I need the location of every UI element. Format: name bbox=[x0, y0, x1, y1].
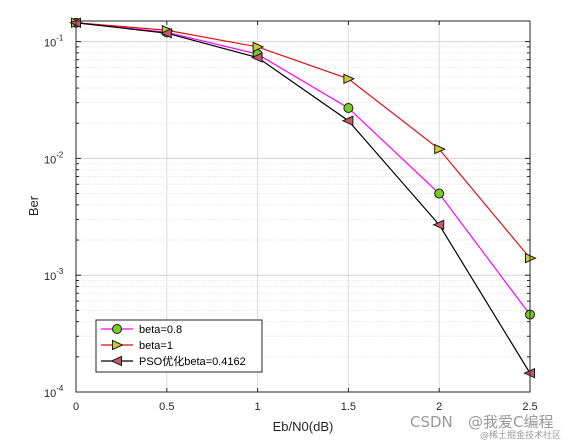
plot-frame bbox=[75, 20, 531, 393]
data-point bbox=[343, 73, 356, 85]
y-tick-label: 10-4 bbox=[44, 384, 64, 400]
x-tick-label: 0.5 bbox=[159, 401, 174, 413]
series-line bbox=[75, 22, 531, 259]
legend-marker bbox=[112, 324, 122, 334]
data-point bbox=[343, 102, 354, 113]
x-axis-label: Eb/N0(dB) bbox=[273, 419, 334, 434]
data-point bbox=[341, 115, 354, 127]
legend-label: PSO优化beta=0.4162 bbox=[139, 354, 246, 368]
y-tick-label: 10-1 bbox=[44, 34, 64, 50]
x-tick-label: 0 bbox=[73, 401, 79, 413]
series-line bbox=[75, 22, 531, 374]
data-point bbox=[434, 188, 445, 199]
x-tick-label: 2.5 bbox=[522, 401, 537, 413]
legend-label: beta=1 bbox=[139, 340, 173, 352]
y-tick-exponent: -4 bbox=[56, 384, 64, 393]
y-axis-label: Ber bbox=[26, 195, 41, 216]
watermark: CSDN @我爱C编程 @稀土掘金技术社区 bbox=[410, 413, 561, 440]
legend: beta=0.8 beta=1 PSO优化beta=0.4162 bbox=[95, 319, 263, 373]
watermark-csdn: CSDN bbox=[410, 413, 453, 431]
series-line bbox=[75, 22, 531, 315]
x-tick-label: 1.5 bbox=[341, 401, 356, 413]
data-point bbox=[432, 219, 445, 231]
x-tick-label: 1 bbox=[255, 401, 261, 413]
legend-marker bbox=[112, 339, 124, 351]
y-tick-exponent: -2 bbox=[56, 150, 64, 159]
data-point bbox=[250, 52, 263, 63]
x-tick-label: 2 bbox=[436, 401, 442, 413]
watermark-author: @我爱C编程 bbox=[468, 413, 553, 431]
legend-label: beta=0.8 bbox=[139, 324, 182, 336]
data-point bbox=[160, 27, 172, 39]
y-tick-label: 10-3 bbox=[44, 267, 64, 283]
y-tick-exponent: -3 bbox=[56, 267, 64, 276]
watermark-sub: @稀土掘金技术社区 bbox=[480, 429, 561, 440]
data-point bbox=[252, 41, 265, 53]
data-point bbox=[434, 143, 446, 155]
y-tick-exponent: -1 bbox=[56, 34, 64, 43]
y-tick-label: 10-2 bbox=[44, 150, 64, 166]
tick-labels: 0 0.5 1 1.5 2 2.5 10-1 10-2 10-3 10-4 bbox=[44, 34, 538, 413]
ticks bbox=[75, 21, 531, 393]
legend-marker bbox=[110, 355, 122, 367]
